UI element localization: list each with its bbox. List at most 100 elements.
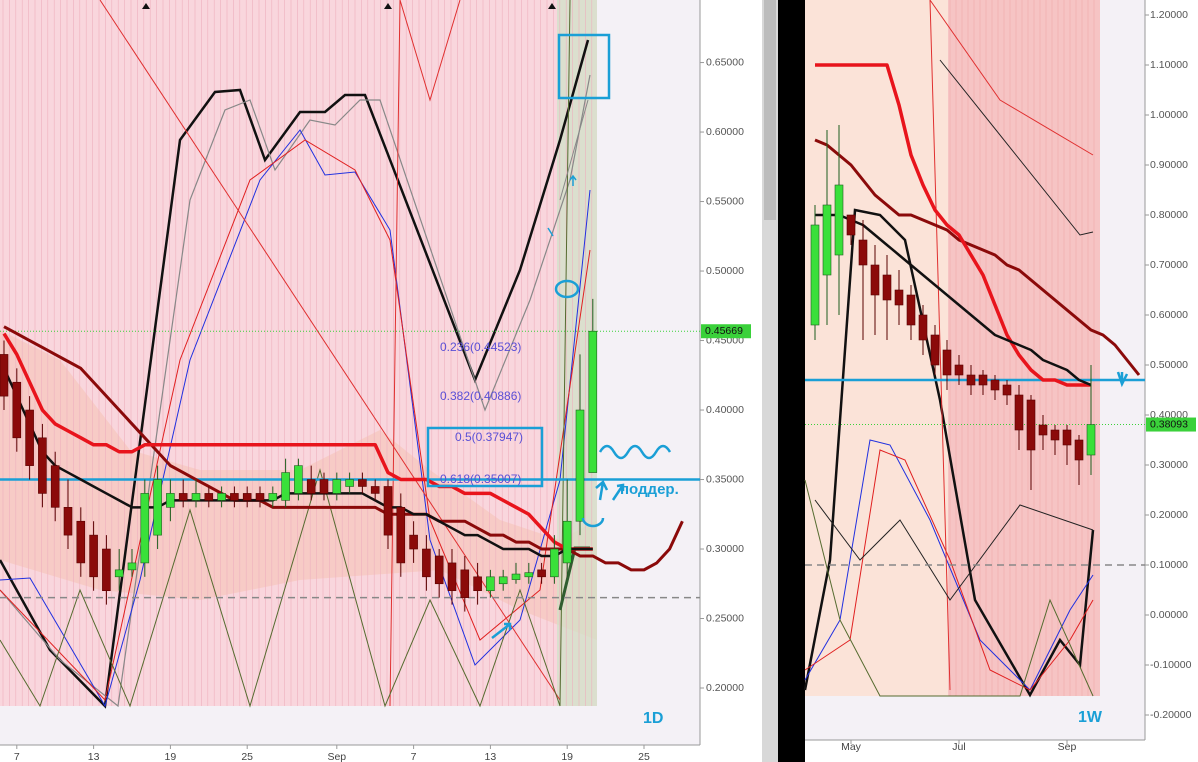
price-marker [701,324,751,339]
indicator-line [2,332,593,551]
candle-body [153,479,162,536]
candle-body [966,374,976,386]
candle-body [319,479,329,494]
candle-body [942,349,952,376]
candle-body [422,548,431,578]
indicators [0,0,1095,709]
y-tick-label: 0.60000 [706,126,744,138]
y-tick-label: 1.10000 [1150,59,1188,71]
candle-body [268,493,278,501]
y-tick-label: 0.90000 [1150,159,1188,171]
y-tick-label: 0.50000 [1150,359,1188,371]
candle-body [1062,429,1072,446]
fib-label: 0.382(0.40886) [440,389,521,403]
candle-body [50,465,60,508]
candle-body [498,576,508,585]
oscillator [804,449,1094,691]
y-tick-label: 0.40000 [706,404,744,416]
y-tick-label: 0.55000 [706,195,744,207]
trend [939,59,1094,236]
candle-body [434,555,444,585]
candle-body [562,520,572,564]
candle-body [1038,424,1048,436]
candle-body [63,507,73,536]
candle-body [140,493,150,564]
candle-body [524,572,534,578]
candle-body [76,520,86,564]
candle-body [822,204,832,276]
timeframe-label: 1W [1078,709,1103,726]
oscillator [559,99,589,201]
candle-body [906,294,916,326]
y-tick-label: 0.00000 [1150,609,1188,621]
candle-body [954,364,964,376]
candle-body [1014,394,1024,431]
candle-body [89,534,98,578]
scroll-thumb [764,0,776,220]
candle-body [447,562,457,592]
y-tick-label: 0.60000 [1150,309,1188,321]
candle-body [242,493,252,501]
timeframe-label: 1D [643,710,663,727]
arrow [581,480,609,528]
candle-body [846,214,856,236]
candle-body [217,493,226,501]
x-tick-label: 7 [411,751,417,762]
oscillator [0,39,590,709]
price-label: 0.38093 [1150,418,1188,430]
oscillator [0,139,591,702]
candle-body [918,314,928,341]
candle-body [345,479,354,487]
candle-body [486,576,495,592]
y-tick-label: 0.20000 [706,682,744,694]
candle-body [1026,399,1036,451]
y-tick-label: 0.50000 [706,265,744,277]
x-tick-label: 13 [88,751,100,762]
fib-label: 0.236(0.44523) [440,340,521,354]
candle-body [25,409,34,466]
fib-label: 0.5(0.37947) [455,430,523,444]
candle-body [460,569,470,598]
x-tick-label: 13 [485,751,497,762]
price-marker [1146,417,1196,432]
oscillator [804,439,1094,691]
oscillator [0,0,571,708]
candle-body [0,354,9,397]
y-tick-label: 0.70000 [1150,259,1188,271]
candle-body [178,493,188,501]
x-tick-label: 25 [241,751,253,762]
candle-body [858,239,868,266]
candle-body [882,274,892,301]
candle-body [383,486,393,536]
candle-body [1050,429,1060,441]
candle-body [473,576,482,592]
candle-body [930,334,940,366]
y-tick-label: 0.35000 [706,473,744,485]
y-tick-label: 0.65000 [706,56,744,68]
candle-body [588,330,598,473]
candle-body [550,548,559,578]
arrow [491,622,512,639]
x-tick-label: 25 [638,751,650,762]
y-tick-label: 1.20000 [1150,9,1188,21]
candle-body [332,479,342,494]
trend [99,0,561,701]
x-tick-label: Sep [327,751,346,762]
x-tick-label: Jul [952,741,965,753]
x-tick-label: May [841,741,862,753]
indicator-line [815,213,1092,387]
y-tick-label: 0.20000 [1150,509,1188,521]
band [814,499,1094,601]
indicator-line [814,138,1141,376]
candle-body [575,409,585,522]
candle-body [1002,384,1012,396]
candle-body [255,493,265,501]
y-tick-label: -0.20000 [1150,709,1192,721]
candle-body [1086,424,1096,456]
candle-body [12,381,22,439]
candle-body [370,486,380,494]
drawings [426,33,1129,639]
trend [389,0,461,707]
highlight-box [426,426,544,488]
candle-body [294,465,303,494]
